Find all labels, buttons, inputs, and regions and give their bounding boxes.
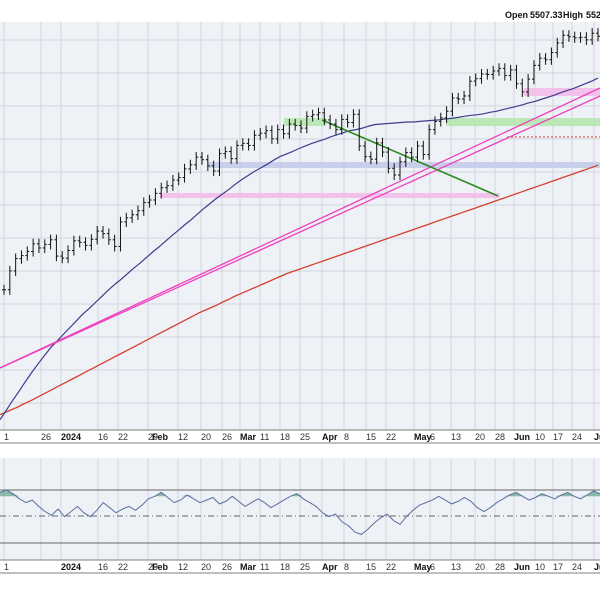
rsi-x-axis-label: 28 <box>495 562 505 572</box>
rsi-x-axis-label: 1 <box>4 562 9 572</box>
zone-pink <box>160 193 500 198</box>
resistance-trendline <box>321 119 499 197</box>
zone-green-top <box>284 118 326 126</box>
rsi-x-axis-label: 24 <box>572 562 582 572</box>
rsi-overbought-fill <box>0 489 600 497</box>
x-axis-label: Jun <box>514 432 530 442</box>
rsi-x-axis-label: Jul <box>594 562 600 572</box>
rsi-x-axis-label: 22 <box>386 562 396 572</box>
rsi-x-axis-label: 18 <box>280 562 290 572</box>
high-label: High <box>563 10 583 20</box>
rsi-x-axis-label: 16 <box>98 562 108 572</box>
rsi-x-axis-label: Feb <box>152 562 169 572</box>
rsi-x-axis-label: 2024 <box>61 562 81 572</box>
rsi-x-axis-label: May <box>414 562 432 572</box>
rsi-x-axis-label: 15 <box>366 562 376 572</box>
x-axis-label: 11 <box>260 432 269 442</box>
x-axis-label: Mar <box>240 432 257 442</box>
x-axis-label: 1 <box>4 432 9 442</box>
x-axis-label: 16 <box>98 432 108 442</box>
x-axis-label: 29 <box>148 432 158 442</box>
x-axis-label: 20 <box>201 432 211 442</box>
x-axis-label: 24 <box>572 432 582 442</box>
rsi-x-axis-label: 12 <box>178 562 188 572</box>
open-label: Open <box>505 10 528 20</box>
support-trendline-upper <box>0 95 600 369</box>
x-axis-label: 20 <box>475 432 485 442</box>
x-axis-label: 15 <box>366 432 376 442</box>
zone-green-right <box>446 118 600 126</box>
x-axis-label: 6 <box>430 432 435 442</box>
price-grid <box>0 22 600 430</box>
x-axis-label: Feb <box>152 432 169 442</box>
x-axis-label: 22 <box>386 432 396 442</box>
high-value: 5522 <box>586 10 600 20</box>
rsi-x-axis-label: 13 <box>451 562 461 572</box>
x-axis-label: 17 <box>553 432 563 442</box>
x-axis-label: 18 <box>280 432 290 442</box>
rsi-x-axis-label: Jun <box>514 562 530 572</box>
x-axis-label: 13 <box>451 432 461 442</box>
ma-slow-line <box>0 164 599 416</box>
x-axis-label: Jul <box>594 432 600 442</box>
rsi-x-axis-label: 29 <box>148 562 158 572</box>
rsi-x-axis-label: 11 <box>260 562 269 572</box>
ohlc-bars <box>2 28 600 295</box>
rsi-line <box>0 489 600 536</box>
rsi-x-axis-label: 26 <box>222 562 232 572</box>
x-axis-label: 10 <box>535 432 545 442</box>
x-axis-label: 28 <box>495 432 505 442</box>
rsi-x-axis-label: 17 <box>553 562 563 572</box>
rsi-x-axis-label: 6 <box>430 562 435 572</box>
x-axis-label: 26 <box>222 432 232 442</box>
x-axis-label: 12 <box>178 432 188 442</box>
ma-fast-line <box>0 77 599 421</box>
zone-blue <box>208 162 600 168</box>
x-axis-label: Apr <box>322 432 338 442</box>
rsi-x-axis-label: 20 <box>475 562 485 572</box>
rsi-x-axis-label: 22 <box>118 562 128 572</box>
open-value: 5507.33 <box>530 10 563 20</box>
x-axis-label: 26 <box>41 432 51 442</box>
rsi-x-axis-label: 20 <box>201 562 211 572</box>
rsi-x-axis-label: Apr <box>322 562 338 572</box>
support-trendline <box>0 87 600 369</box>
rsi-x-axis-label: 25 <box>300 562 310 572</box>
rsi-x-axis-label: Mar <box>240 562 257 572</box>
x-axis-label: 25 <box>300 432 310 442</box>
rsi-x-axis-label: 8 <box>344 562 349 572</box>
x-axis-label: 22 <box>118 432 128 442</box>
x-axis-label: May <box>414 432 432 442</box>
x-axis-label: 2024 <box>61 432 81 442</box>
rsi-grid <box>0 458 600 560</box>
x-axis-label: 8 <box>344 432 349 442</box>
rsi-x-axis-label: 10 <box>535 562 545 572</box>
